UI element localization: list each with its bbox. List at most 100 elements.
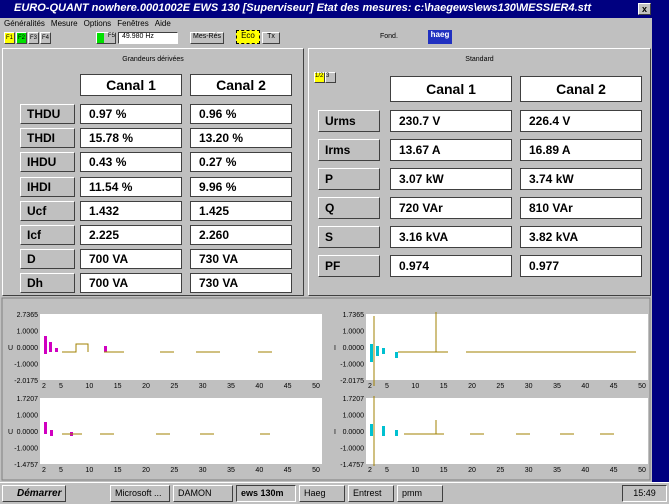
y-tick-label: -1.0000: [340, 362, 364, 369]
x-tick-label: 15: [440, 383, 448, 390]
y-tick-label: -2.0175: [340, 378, 364, 385]
window-title: EURO-QUANT nowhere.0001002E EWS 130 [Sup…: [14, 2, 592, 14]
x-tick-label: 2: [368, 383, 372, 390]
y-tick-label: -1.4757: [14, 462, 38, 469]
row-label: IHDU: [20, 152, 75, 173]
value-cell: 2.260: [190, 225, 292, 245]
menu-item[interactable]: Généralités: [4, 19, 45, 28]
tab[interactable]: 3: [325, 72, 336, 83]
x-tick-label: 30: [525, 467, 533, 474]
row-label: S: [318, 226, 380, 248]
y-tick-label: 1.0000: [17, 413, 39, 420]
x-tick-label: 30: [199, 383, 207, 390]
y-tick-label: 0.0000: [343, 345, 365, 352]
close-button[interactable]: x: [638, 3, 651, 15]
axis-name: I: [334, 429, 336, 436]
x-tick-label: 15: [440, 467, 448, 474]
x-tick-label: 35: [227, 467, 235, 474]
x-tick-label: 35: [553, 383, 561, 390]
tab[interactable]: 1/2: [314, 72, 325, 83]
plot-area: [366, 398, 648, 464]
column-header: Canal 2: [190, 74, 292, 96]
y-tick-label: 1.0000: [17, 329, 39, 336]
y-tick-label: 2.7365: [17, 312, 39, 319]
x-tick-label: 10: [85, 383, 93, 390]
axis-name: U: [8, 429, 13, 436]
tool-button[interactable]: F3: [28, 32, 39, 44]
task-button[interactable]: Haeg: [299, 485, 345, 502]
menu-item[interactable]: Aide: [154, 19, 171, 28]
value-cell: 0.96 %: [190, 104, 292, 124]
panel-title: Standard: [465, 56, 494, 63]
y-tick-label: 1.0000: [343, 329, 365, 336]
value-cell: 0.97 %: [80, 104, 182, 124]
fond-label: Fond.: [380, 33, 398, 40]
y-tick-label: 0.0000: [17, 429, 39, 436]
value-cell: 0.977: [520, 255, 642, 277]
y-tick-label: 1.7207: [343, 396, 365, 403]
title-bar: [0, 0, 669, 18]
row-label: THDU: [20, 104, 75, 124]
x-tick-label: 50: [638, 467, 646, 474]
value-cell: 700 VA: [80, 249, 182, 270]
menu-item[interactable]: Mesure: [50, 19, 78, 28]
menu-bar: Généralités Mesure Options Fenêtres Aide: [4, 19, 171, 28]
x-tick-label: 30: [199, 467, 207, 474]
x-tick-label: 25: [170, 383, 178, 390]
y-tick-label: -1.4757: [340, 462, 364, 469]
x-tick-label: 2: [368, 467, 372, 474]
x-tick-label: 2: [42, 467, 46, 474]
x-tick-label: 45: [610, 383, 618, 390]
row-label: D: [20, 249, 75, 270]
value-cell: 0.974: [390, 255, 512, 277]
y-tick-label: 1.7207: [17, 396, 39, 403]
value-cell: 230.7 V: [390, 110, 512, 132]
x-tick-label: 25: [496, 383, 504, 390]
row-label: Urms: [318, 110, 380, 132]
logo: haeg: [428, 30, 452, 44]
tx-button[interactable]: Tx: [262, 32, 280, 44]
x-tick-label: 10: [85, 467, 93, 474]
y-tick-label: 1.0000: [343, 413, 365, 420]
x-tick-label: 2: [42, 383, 46, 390]
tool-button[interactable]: F2: [16, 32, 27, 44]
row-label: Irms: [318, 139, 380, 161]
task-button[interactable]: Entrest: [348, 485, 394, 502]
x-tick-label: 5: [385, 467, 389, 474]
row-label: Q: [318, 197, 380, 219]
toolbar: F1 F2 F3 F4 F5 49.980 Hz Mes-Rés Eco Tx Fond. haeg: [4, 30, 644, 46]
y-tick-label: -1.0000: [340, 446, 364, 453]
value-cell: 3.16 kVA: [390, 226, 512, 248]
tool-button[interactable]: F5: [96, 32, 116, 44]
row-label: PF: [318, 255, 380, 277]
menu-item[interactable]: Fenêtres: [117, 19, 149, 28]
value-cell: 13.67 A: [390, 139, 512, 161]
start-button[interactable]: Démarrer: [2, 485, 66, 502]
task-button[interactable]: Microsoft ...: [110, 485, 170, 502]
column-header: Canal 1: [390, 76, 512, 102]
value-cell: 0.27 %: [190, 152, 292, 173]
harmonic-lines: [62, 312, 636, 466]
tool-button[interactable]: F4: [40, 32, 51, 44]
x-tick-label: 35: [553, 467, 561, 474]
value-cell: 226.4 V: [520, 110, 642, 132]
panel-title: Grandeurs dérivées: [122, 56, 184, 63]
x-tick-label: 50: [312, 467, 320, 474]
eco-button[interactable]: Eco: [236, 30, 260, 44]
mode-button[interactable]: Mes-Rés: [190, 32, 224, 44]
menu-item[interactable]: Options: [83, 19, 112, 28]
task-button[interactable]: pmm: [397, 485, 443, 502]
task-button[interactable]: DAMON: [173, 485, 233, 502]
value-cell: 700 VA: [80, 273, 182, 294]
value-cell: 15.78 %: [80, 128, 182, 149]
value-cell: 1.432: [80, 200, 182, 221]
y-tick-label: 0.0000: [17, 345, 39, 352]
task-button[interactable]: ews 130m: [236, 485, 296, 502]
axis-name: U: [8, 345, 13, 352]
y-tick-label: -1.0000: [14, 362, 38, 369]
value-cell: 730 VA: [190, 273, 292, 294]
tool-button[interactable]: F1: [4, 32, 15, 44]
value-cell: 720 VAr: [390, 197, 512, 219]
x-tick-label: 50: [312, 383, 320, 390]
